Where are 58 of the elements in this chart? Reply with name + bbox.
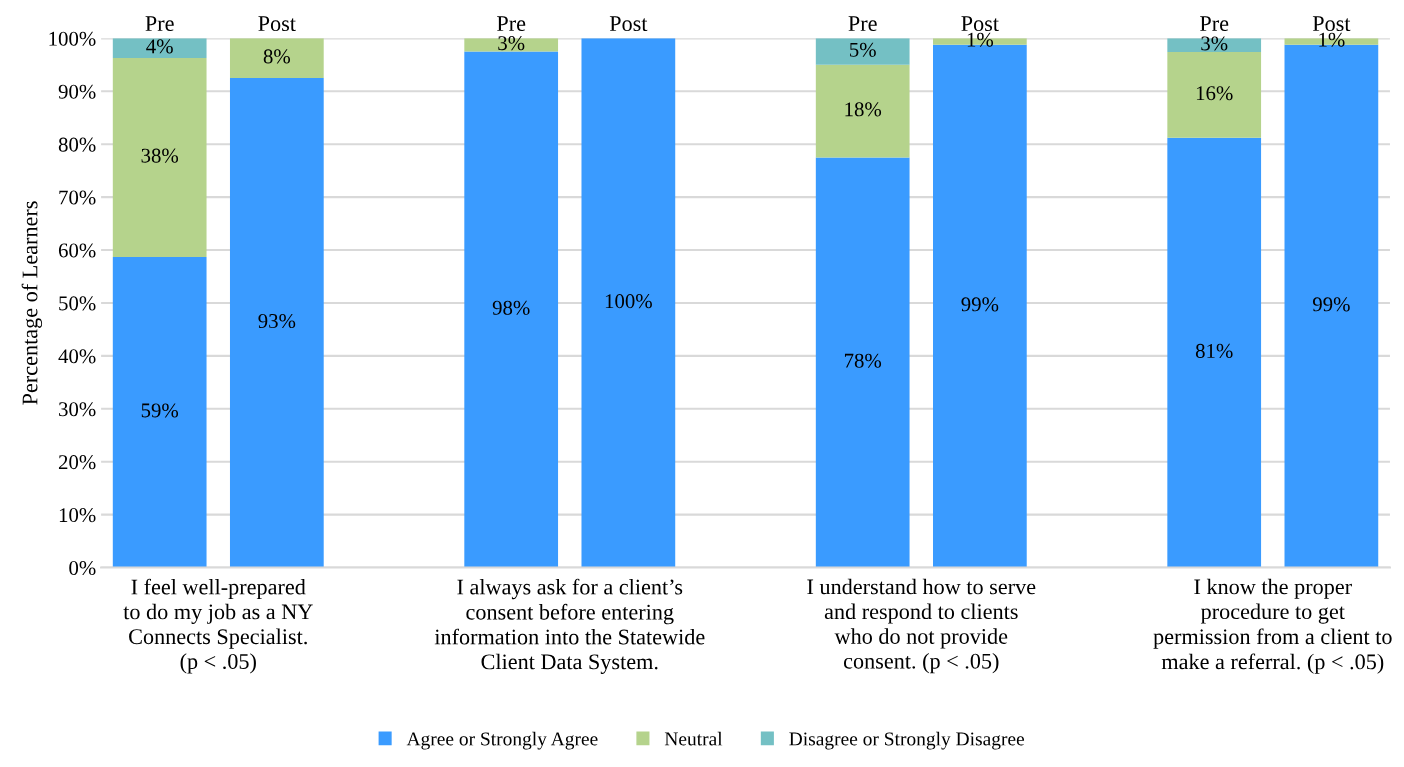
data-label: 16% <box>1196 86 1233 101</box>
bar <box>581 38 676 568</box>
y-tick-label: 70% <box>59 190 96 205</box>
data-label: 99% <box>1312 297 1350 312</box>
bar <box>229 78 324 568</box>
data-label: 38% <box>141 148 179 163</box>
bar <box>1167 137 1262 568</box>
legend-label: Agree or Strongly Agree <box>406 731 598 750</box>
y-tick-label: 20% <box>58 455 96 470</box>
data-label: 98% <box>492 300 530 315</box>
bar <box>464 38 559 52</box>
bar <box>815 64 910 158</box>
text: I understand how to serve and respond to clients who do not provide consent. (p < .05) <box>807 578 1036 674</box>
y-tick-label: 60% <box>58 243 96 258</box>
bar <box>229 38 324 79</box>
legend-label: Neutral <box>664 731 723 746</box>
data-label: 100% <box>605 294 652 309</box>
x-tick-label: Post <box>609 16 648 32</box>
bar <box>112 57 207 257</box>
legend-label: Disagree or Strongly Disagree <box>789 731 1025 750</box>
data-label: 81% <box>1195 343 1233 358</box>
data-label: 5% <box>850 42 876 57</box>
y-tick-label: 10% <box>59 508 96 523</box>
x-tick-label: Pre <box>1200 16 1229 32</box>
data-label: 99% <box>961 297 999 312</box>
bar <box>815 157 910 568</box>
data-label: 3% <box>498 36 525 51</box>
y-tick-label: 0% <box>69 560 96 576</box>
y-axis-title: Percentage of Learners <box>21 201 43 405</box>
data-label: 8% <box>263 49 291 64</box>
y-tick-label: 90% <box>58 84 96 99</box>
x-tick-label: Pre <box>145 16 174 32</box>
bar <box>815 38 910 65</box>
x-tick-label: Post <box>961 16 999 32</box>
bar <box>112 38 207 58</box>
bar <box>1167 52 1262 138</box>
data-label: 3% <box>1201 36 1228 51</box>
text: I feel well-prepared to do my job as a NY Connects Specialist. (p < .05) <box>123 578 313 674</box>
bar <box>112 256 207 568</box>
y-tick-label: 50% <box>59 296 96 311</box>
data-label: 1% <box>1319 32 1345 47</box>
y-tick-label: 40% <box>58 349 96 364</box>
x-tick-label: Post <box>1312 16 1351 32</box>
text: I know the proper procedure to get permission from a client to make a referral. (p < .05) <box>1153 578 1392 674</box>
y-tick-label: 80% <box>58 137 96 152</box>
y-tick-label: 30% <box>59 402 96 417</box>
data-label: 4% <box>146 39 173 54</box>
data-label: 18% <box>845 102 882 117</box>
text: I always ask for a client’s consent before entering information into the Statewide Client Data System. <box>434 578 705 674</box>
y-tick-label: 100% <box>49 31 96 46</box>
data-label: 59% <box>141 403 179 418</box>
x-tick-label: Pre <box>848 16 877 32</box>
data-label: 1% <box>967 32 994 47</box>
x-tick-label: Post <box>258 16 296 32</box>
bar <box>464 51 559 568</box>
x-tick-label: Pre <box>497 16 526 32</box>
data-label: 78% <box>844 353 882 368</box>
data-label: 93% <box>258 313 296 329</box>
